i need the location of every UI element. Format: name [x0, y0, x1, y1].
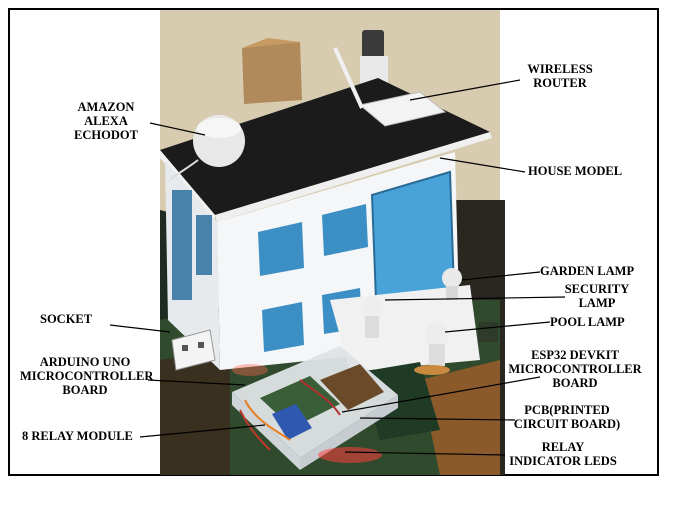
label-pcb: PCB(PRINTED CIRCUIT BOARD)	[513, 403, 621, 431]
label-amazon-alexa-echodot: AMAZON ALEXA ECHODOT	[74, 100, 138, 142]
label-pool-lamp: POOL LAMP	[550, 315, 625, 329]
label-wireless-router: WIRELESS ROUTER	[527, 62, 593, 90]
label-garden-lamp: GARDEN LAMP	[540, 264, 635, 278]
label-security-lamp: SECURITY LAMP	[564, 282, 630, 310]
label-esp32-devkit: ESP32 DEVKIT MICROCONTROLLER BOARD	[508, 348, 642, 390]
label-arduino-uno: ARDUINO UNO MICROCONTROLLER BOARD	[20, 355, 154, 397]
label-relay-indicator-leds: RELAY INDICATOR LEDS	[509, 440, 617, 468]
label-socket: SOCKET	[40, 312, 93, 326]
label-house-model: HOUSE MODEL	[528, 164, 623, 178]
label-8-relay-module: 8 RELAY MODULE	[22, 429, 133, 443]
